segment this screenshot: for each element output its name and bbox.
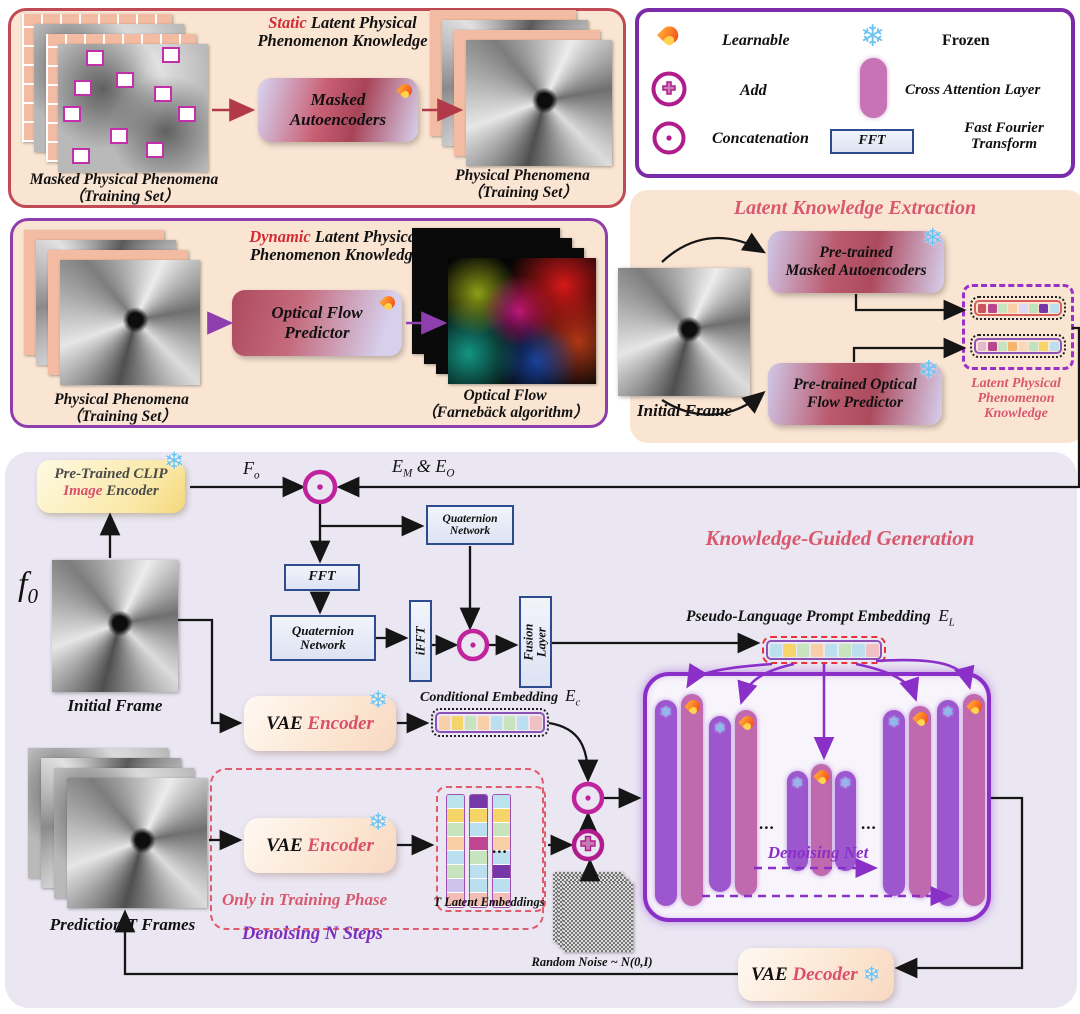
static-title: Static Latent Physical Phenomenon Knowle… <box>257 13 428 50</box>
legend-add: Add <box>740 82 767 99</box>
flame-icon <box>914 710 927 726</box>
concatenation-icon <box>652 121 686 155</box>
extraction-title: Latent Knowledge Extraction <box>733 197 977 219</box>
flame-icon <box>398 82 413 101</box>
optical-flow-caption: Optical Flow （Farnebäck algorithm） <box>421 387 589 421</box>
fft-box: FFT <box>284 564 360 591</box>
denoising-net: ❄ ❄ ... ❄ ❄ ... ❄ ❄ Denoising Net <box>643 672 991 922</box>
eo-token-strip <box>970 334 1066 358</box>
legend-panel <box>635 8 1075 178</box>
legend-cross-attention: Cross Attention Layer <box>905 82 1041 98</box>
fusion-layer-box: Fusion Layer <box>519 596 552 688</box>
conditional-embedding-label: Conditional Embedding Ec <box>420 686 581 709</box>
em-token-strip <box>970 296 1066 320</box>
flame-icon <box>381 294 396 313</box>
random-noise-label: Random Noise ~ N(0,I) <box>531 955 653 969</box>
snowflake-icon: ❄ <box>791 774 804 792</box>
denoising-steps-label: Denoising N Steps <box>242 924 383 944</box>
vae-encoder-box-2: VAE Encoder <box>244 818 396 873</box>
ec-token-strip <box>431 708 549 737</box>
vae-encoder-box-1: VAE Encoder <box>244 696 396 751</box>
snowflake-icon: ❄ <box>659 703 673 721</box>
initial-frame-caption: Initial Frame <box>637 401 732 420</box>
generation-title: Knowledge-Guided Generation <box>705 526 975 550</box>
vae-decoder-box: VAE Decoder ❄ <box>738 948 894 1001</box>
el-token-strip <box>762 636 886 664</box>
t-latent-dashed-box <box>436 786 546 912</box>
snowflake-icon: ❄ <box>918 355 939 384</box>
snowflake-icon: ❄ <box>368 686 389 714</box>
prediction-frames-caption: Prediction T Frames <box>49 915 196 934</box>
masked-phenomena-caption: Masked Physical Phenomena （Training Set） <box>29 171 219 205</box>
snowflake-icon: ❄ <box>860 19 886 54</box>
only-training-label: Only in Training Phase <box>222 890 388 909</box>
snowflake-icon: ❄ <box>368 808 389 836</box>
initial-frame-image <box>618 268 750 396</box>
dynamic-title: Dynamic Latent Physical Phenomenon Knowl… <box>249 227 421 264</box>
denoising-net-label: Denoising Net <box>767 843 869 862</box>
legend-learnable: Learnable <box>722 32 790 49</box>
physical-phenomena-caption-static: Physical Phenomena （Training Set） <box>455 167 590 201</box>
snowflake-icon: ❄ <box>862 963 881 988</box>
physical-phenomena-caption-dynamic: Physical Phenomena （Training Set） <box>54 391 189 425</box>
flame-icon <box>740 714 753 730</box>
f0-label: f0 <box>18 566 38 608</box>
snowflake-icon: ❄ <box>922 223 943 252</box>
t-latent-columns <box>444 794 513 908</box>
flame-icon <box>968 698 981 714</box>
quaternion-network-lower: Quaternion Network <box>270 615 376 661</box>
quaternion-network-upper: Quaternion Network <box>426 505 514 545</box>
denoise-dots-left: ... <box>759 814 775 833</box>
add-icon <box>651 71 687 107</box>
cross-attention-pill-icon <box>860 58 887 118</box>
legend-concatenation: Concatenation <box>712 130 809 147</box>
snowflake-icon: ❄ <box>887 713 901 731</box>
initial-frame-image-2 <box>52 560 178 692</box>
pretrained-ofp-box: Pre-trained Optical Flow Predictor <box>768 363 942 425</box>
ifft-box: iFFT <box>409 600 432 682</box>
flame-icon <box>659 24 679 50</box>
snowflake-icon: ❄ <box>713 719 727 737</box>
snowflake-icon: ❄ <box>164 447 185 475</box>
denoise-dots-right: ... <box>861 814 877 833</box>
snowflake-icon: ❄ <box>839 774 852 792</box>
latent-knowledge-caption: Latent Physical Phenomenon Knowledge <box>971 376 1061 422</box>
clip-encoder-box: Pre-Trained CLIP Image Encoder <box>37 460 185 513</box>
fo-label: Fo <box>243 458 260 482</box>
em-eo-label: EM & EO <box>392 456 455 480</box>
flame-icon <box>815 768 828 784</box>
legend-frozen: Frozen <box>942 32 990 49</box>
legend-fast-fourier: Fast Fourier Transform <box>964 120 1044 153</box>
pseudo-prompt-label: Pseudo-Language Prompt Embedding EL <box>686 606 955 629</box>
snowflake-icon: ❄ <box>941 703 955 721</box>
masked-grid-image <box>58 44 208 172</box>
optical-flow-predictor-box: Optical Flow Predictor <box>232 290 402 356</box>
legend-fft-box: FFT <box>830 129 914 154</box>
masked-autoencoders-box: Masked Autoencoders <box>258 78 418 142</box>
pretrained-mae-box: Pre-trained Masked Autoencoders <box>768 231 944 293</box>
initial-frame-caption-2: Initial Frame <box>67 696 163 715</box>
t-latent-label: T Latent Embeddings <box>433 895 545 909</box>
flame-icon <box>686 698 699 714</box>
t-latent-dots: ... <box>492 838 508 857</box>
